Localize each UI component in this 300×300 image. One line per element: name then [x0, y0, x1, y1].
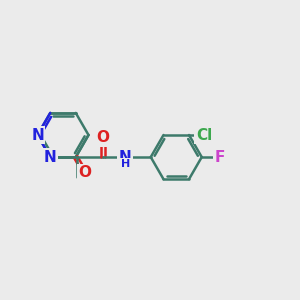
Text: Cl: Cl: [196, 128, 212, 142]
Text: N: N: [119, 150, 132, 165]
Text: F: F: [214, 150, 225, 165]
Text: O: O: [96, 130, 109, 145]
Text: O: O: [78, 165, 91, 180]
Text: H: H: [121, 159, 130, 169]
Text: N: N: [44, 150, 57, 165]
Text: N: N: [31, 128, 44, 142]
